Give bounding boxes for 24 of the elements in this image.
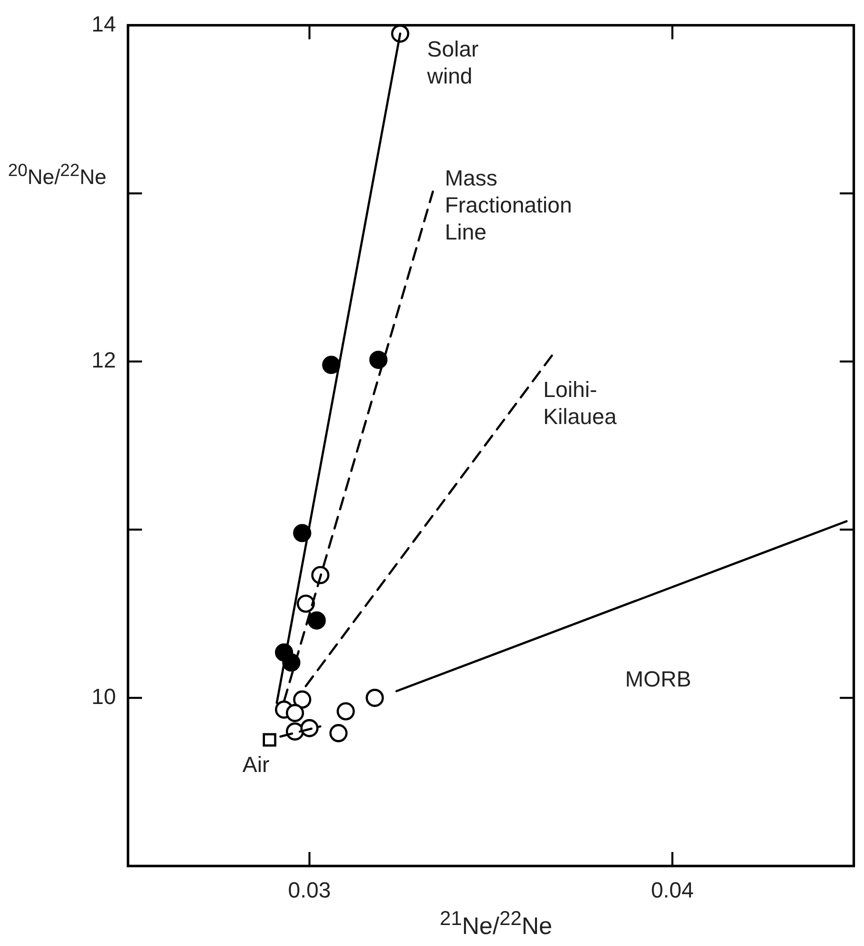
- point: [296, 594, 315, 613]
- annotation: Mass Fractionation Line: [444, 166, 572, 245]
- point: [308, 611, 326, 630]
- annotation: Solar wind: [426, 36, 479, 89]
- x-tick-label: 0.03: [288, 877, 331, 902]
- x-axis-title: $^{21}$Ne/$^{22}$Ne: [438, 908, 554, 941]
- point: [322, 356, 340, 374]
- point: [336, 702, 355, 720]
- point: [391, 25, 410, 43]
- point: [286, 704, 304, 722]
- point: [329, 724, 348, 742]
- y-tick-label: 14: [92, 11, 116, 36]
- y-tick-label: 12: [92, 348, 116, 373]
- point: [293, 690, 312, 709]
- point: [366, 688, 384, 707]
- annotation: MORB: [625, 666, 692, 692]
- annotation: Loihi-Kilauea: [543, 376, 618, 429]
- annotation: Air: [242, 752, 270, 777]
- point: [293, 524, 312, 542]
- y-tick-label: 10: [92, 684, 116, 709]
- point: [262, 733, 276, 747]
- x-tick-label: 0.04: [650, 877, 694, 902]
- y-axis-title: $^{20}$Ne/$^{22}$Ne: [8, 160, 106, 190]
- point: [369, 350, 388, 369]
